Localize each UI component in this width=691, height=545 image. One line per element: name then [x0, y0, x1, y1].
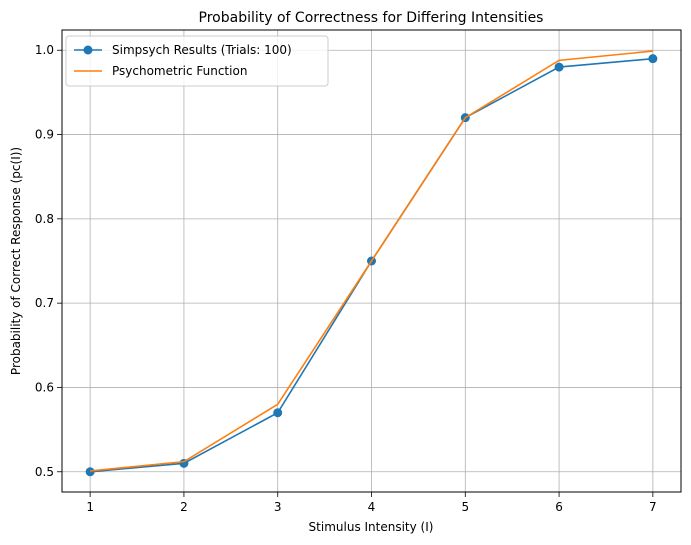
y-axis-label: Probability of Correct Response (pc(I))	[9, 147, 23, 375]
data-point	[648, 54, 658, 64]
data-point	[554, 62, 564, 72]
data-point	[273, 408, 283, 418]
y-tick-label: 1.0	[35, 43, 54, 57]
y-tick-label: 0.8	[35, 212, 54, 226]
series-line-1	[90, 50, 653, 472]
y-tick-label: 0.5	[35, 465, 54, 479]
y-tick-label: 0.9	[35, 128, 54, 142]
x-tick-label: 7	[649, 500, 657, 514]
x-tick-label: 2	[180, 500, 188, 514]
x-tick-label: 5	[461, 500, 469, 514]
series-layer	[85, 50, 658, 477]
legend-box	[65, 35, 329, 87]
x-tick-label: 4	[368, 500, 376, 514]
legend-label-psychometric: Psychometric Function	[112, 64, 247, 78]
y-tick-label: 0.6	[35, 380, 54, 394]
y-tick-label: 0.7	[35, 296, 54, 310]
x-axis-label: Stimulus Intensity (I)	[309, 520, 434, 534]
x-ticks: 1 2 3 4 5 6 7	[86, 492, 657, 514]
chart-title: Probability of Correctness for Differing…	[199, 10, 544, 26]
grid	[62, 30, 681, 492]
x-tick-label: 3	[274, 500, 282, 514]
legend-marker-simpsych	[83, 45, 93, 55]
x-tick-label: 1	[86, 500, 94, 514]
y-ticks: 0.5 0.6 0.7 0.8 0.9 1.0	[35, 43, 62, 479]
legend-label-simpsych: Simpsych Results (Trials: 100)	[112, 43, 292, 57]
legend: Simpsych Results (Trials: 100) Psychomet…	[65, 35, 329, 87]
data-point	[85, 467, 95, 477]
x-tick-label: 6	[555, 500, 563, 514]
